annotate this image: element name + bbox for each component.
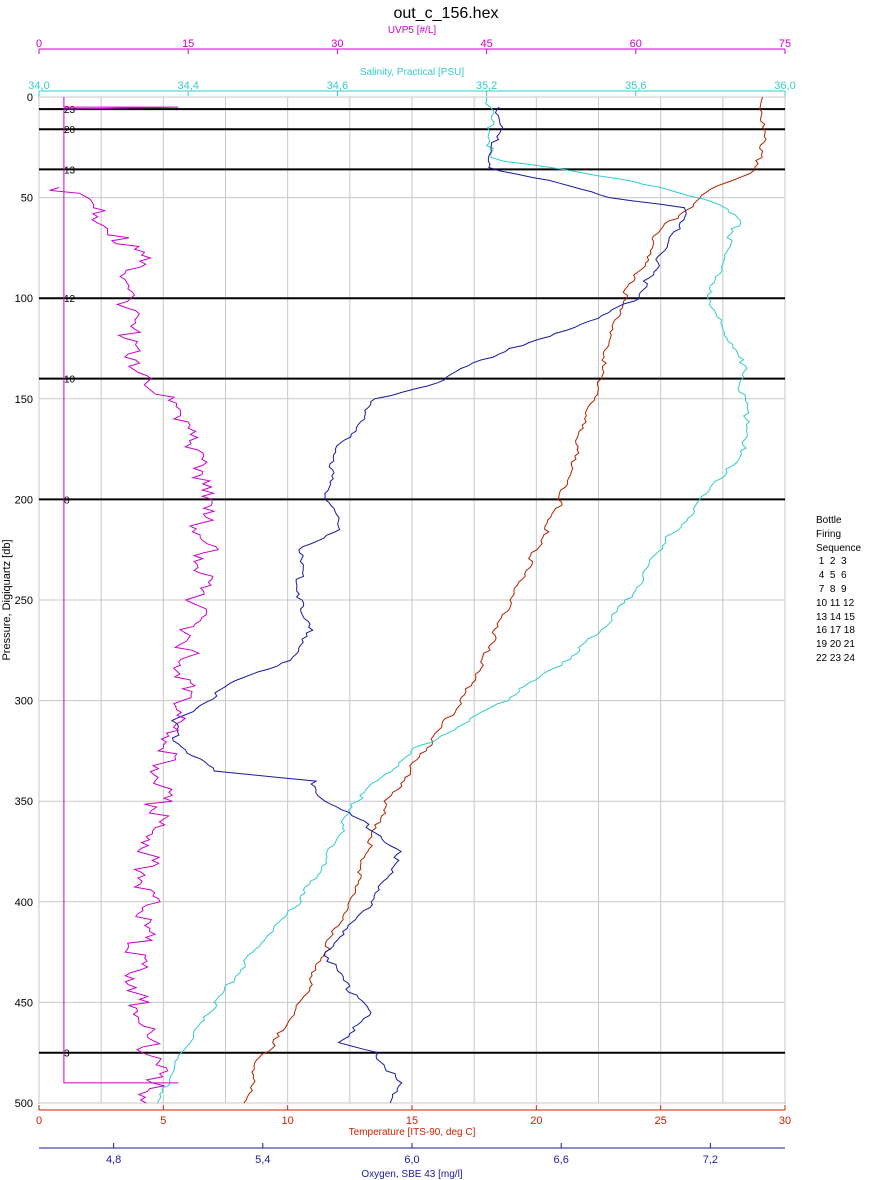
temperature-tick-label: 5 bbox=[160, 1115, 166, 1127]
pressure-tick-label: 300 bbox=[15, 696, 33, 708]
salinity-tick-label: 36,0 bbox=[774, 80, 795, 92]
uvp5-tick-label: 75 bbox=[779, 38, 791, 50]
temperature-tick-label: 30 bbox=[779, 1115, 791, 1127]
uvp5-tick-label: 30 bbox=[331, 38, 343, 50]
series-line bbox=[243, 96, 767, 1104]
salinity-tick-label: 34,4 bbox=[177, 80, 198, 92]
pressure-tick-label: 0 bbox=[27, 92, 33, 104]
legend-row: 16 17 18 bbox=[816, 625, 855, 637]
pressure-tick-label: 200 bbox=[15, 494, 33, 506]
temperature-tick-label: 10 bbox=[282, 1115, 294, 1127]
legend-title-line: Sequence bbox=[816, 542, 862, 554]
oxygen-axis-label: Oxygen, SBE 43 [mg/l] bbox=[361, 1169, 462, 1180]
legend-row: 4 5 6 bbox=[816, 570, 847, 582]
salinity-tick-label: 34,6 bbox=[327, 80, 348, 92]
pressure-tick-label: 150 bbox=[15, 394, 33, 406]
legend-row: 19 20 21 bbox=[816, 639, 855, 651]
temperature-tick-label: 25 bbox=[655, 1115, 667, 1127]
bottle-lines-layer: 23 20 13 12 10 8 3 bbox=[39, 105, 785, 1060]
bottle-label: 13 bbox=[64, 165, 76, 176]
temperature-axis-label: Temperature [ITS-90, deg C] bbox=[349, 1127, 476, 1138]
series-line bbox=[63, 97, 179, 1084]
bottle-label: 8 bbox=[64, 495, 70, 506]
pressure-tick-label: 250 bbox=[15, 595, 33, 607]
pressure-tick-label: 100 bbox=[15, 293, 33, 305]
bottle-label: 10 bbox=[64, 375, 76, 386]
uvp5-axis-label: UVP5 [#/L] bbox=[388, 25, 437, 36]
legend-row: 13 14 15 bbox=[816, 611, 855, 623]
legend-row: 22 23 24 bbox=[816, 652, 855, 664]
bottle-label: 3 bbox=[64, 1049, 70, 1060]
uvp5-tick-label: 45 bbox=[480, 38, 492, 50]
temperature-tick-label: 15 bbox=[406, 1115, 418, 1127]
legend-row: 10 11 12 bbox=[816, 597, 855, 609]
bottle-label: 23 bbox=[64, 105, 76, 116]
pressure-tick-label: 50 bbox=[21, 193, 33, 205]
oxygen-tick-label: 7,2 bbox=[703, 1154, 718, 1166]
salinity-tick-label: 34,0 bbox=[28, 80, 49, 92]
pressure-axis-label: Pressure, Digiquartz [db] bbox=[1, 539, 13, 660]
bottle-firing-legend: Bottle Firing Sequence 1 2 3 4 5 6 7 8 9… bbox=[816, 514, 861, 666]
pressure-tick-label: 450 bbox=[15, 997, 33, 1009]
salinity-tick-label: 35,6 bbox=[625, 80, 646, 92]
series-line bbox=[170, 106, 687, 1104]
salinity-tick-label: 35,2 bbox=[476, 80, 497, 92]
temperature-tick-label: 20 bbox=[530, 1115, 542, 1127]
legend-title-line: Firing bbox=[816, 528, 842, 540]
uvp5-tick-label: 60 bbox=[630, 38, 642, 50]
temperature-tick-label: 0 bbox=[36, 1115, 42, 1127]
oxygen-tick-label: 6,6 bbox=[554, 1154, 569, 1166]
chart-title: out_c_156.hex bbox=[394, 5, 499, 22]
oxygen-tick-label: 4,8 bbox=[106, 1154, 121, 1166]
series-layer bbox=[49, 96, 767, 1104]
bottle-label: 12 bbox=[64, 294, 76, 305]
legend-title-line: Bottle bbox=[816, 515, 842, 526]
uvp5-tick-label: 0 bbox=[36, 38, 42, 50]
uvp5-tick-label: 15 bbox=[182, 38, 194, 50]
pressure-tick-label: 500 bbox=[15, 1098, 33, 1110]
salinity-axis-label: Salinity, Practical [PSU] bbox=[360, 67, 465, 78]
series-line bbox=[157, 96, 751, 1104]
pressure-tick-label: 400 bbox=[15, 897, 33, 909]
pressure-tick-label: 350 bbox=[15, 796, 33, 808]
series-line bbox=[49, 187, 220, 1104]
bottle-label: 20 bbox=[64, 125, 76, 136]
oxygen-tick-label: 6,0 bbox=[404, 1154, 419, 1166]
oxygen-tick-label: 5,4 bbox=[255, 1154, 270, 1166]
legend-row: 1 2 3 bbox=[816, 556, 847, 568]
legend-row: 7 8 9 bbox=[816, 583, 847, 595]
grid-layer bbox=[38, 96, 786, 1104]
